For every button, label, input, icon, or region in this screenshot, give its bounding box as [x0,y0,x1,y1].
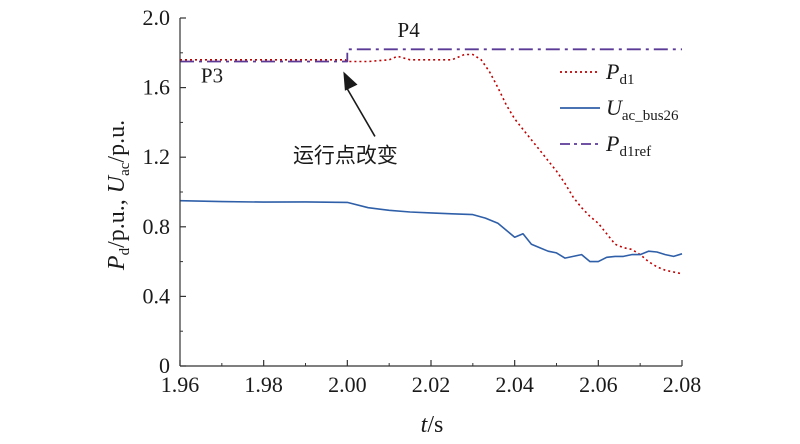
legend-entry: Pd1ref [605,131,651,160]
x-tick-label: 2.02 [412,372,451,397]
y-axis-title: Pd/p.u., Uac/p.u. [104,120,133,271]
y-tick-label: 1.2 [143,144,171,169]
legend-entry: Uac_bus26 [606,95,679,124]
axes: 1.96 1.98 2.00 2.02 2.04 2.06 2.08 0 0.4 0.8 1.2 1.… [143,5,702,397]
y-axis-title-mid: /p.u., [104,193,130,248]
x-tick-label: 1.96 [161,372,200,397]
y-tick-label: 1.6 [143,75,171,100]
y-tick-label: 0.8 [143,214,171,239]
x-tick-label: 1.98 [244,372,283,397]
x-axis-title: t/s [421,412,444,438]
y-axis-title-end: /p.u. [104,120,130,163]
y-axis-title-u: U [104,174,130,193]
series-line-pd1ref [180,48,682,63]
x-tick-label: 2.00 [328,372,367,397]
x-axis-title-unit: /s [427,412,443,438]
y-tick-label: 0 [159,353,170,378]
annotation-arrow-shaft [344,85,376,137]
y-axis-title-p-sub: d [117,247,133,255]
y-axis-title-u-sub: ac [117,162,133,176]
series-group [179,48,683,275]
legend: Pd1 Uac_bus26 Pd1ref [560,59,679,160]
annotations: P3 P4 运行点改变 [201,18,420,167]
series-line-pd1 [180,53,683,275]
legend-entry: Pd1 [605,59,634,88]
y-tick-label: 2.0 [143,5,171,30]
series-line-uac-bus26 [179,199,683,263]
x-tick-label: 2.06 [579,372,618,397]
x-tick-label: 2.08 [663,372,702,397]
y-tick-label: 0.4 [143,283,171,308]
annotation-label: 运行点改变 [293,143,398,167]
annotation-arrow-head [343,71,358,91]
y-axis-title-p: P [104,255,130,271]
x-tick-label: 2.04 [495,372,534,397]
annotation-label: P3 [201,63,223,87]
annotation-label: P4 [398,18,421,42]
x-axis-title-var: t [421,412,429,438]
